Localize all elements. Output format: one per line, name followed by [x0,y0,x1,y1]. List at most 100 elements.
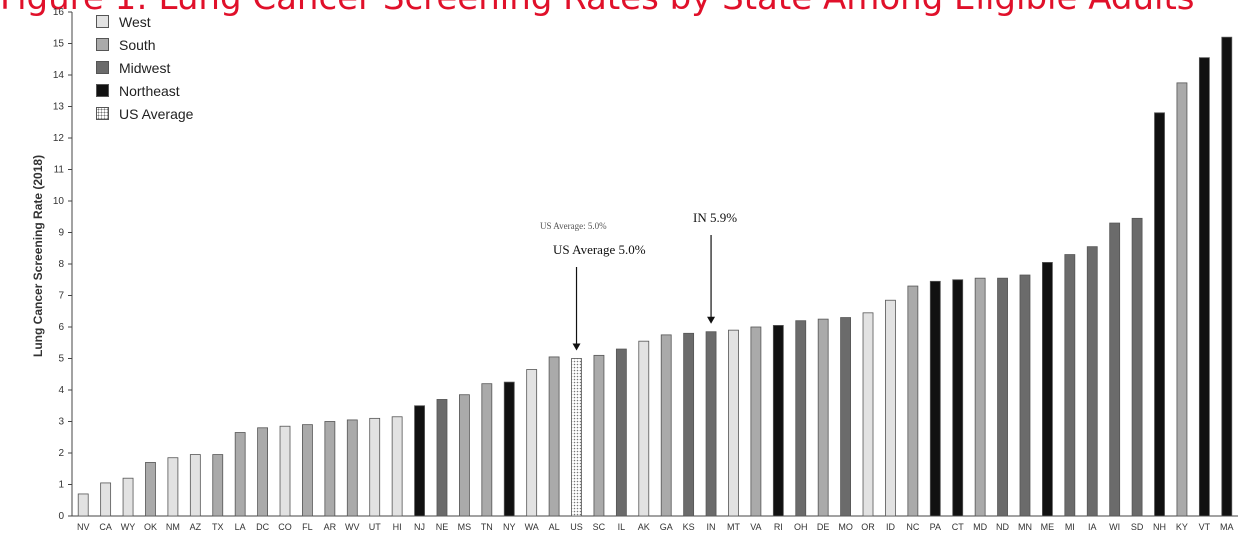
bar-oh [795,320,807,517]
bar-md [974,277,986,517]
bar-wy [122,477,134,517]
x-tick-label-mo: MO [838,522,853,532]
x-tick-label-ma: MA [1220,522,1234,532]
legend-swatch-midwest [96,61,109,74]
x-tick-label-nc: NC [906,522,919,532]
x-tick-label-mt: MT [727,522,740,532]
x-tick-label-az: AZ [190,522,202,532]
x-tick-label-wi: WI [1109,522,1120,532]
bar-fl [302,424,313,517]
legend-item-west: West [96,10,193,33]
x-tick-label-ak: AK [638,522,650,532]
y-tick-label-7: 7 [58,291,64,302]
x-tick-label-al: AL [549,522,560,532]
annotation-in: IN 5.9% [693,210,738,225]
y-tick-label-10: 10 [53,196,65,207]
legend-label-us-average: US Average [119,105,194,122]
bar-pa [929,280,941,517]
legend-swatch-northeast [96,84,109,97]
bar-ri [772,325,784,517]
x-tick-label-il: IL [618,522,626,532]
x-tick-label-de: DE [817,522,830,532]
bar-us [571,358,582,517]
bar-dc [257,427,268,517]
bar-nc [907,285,919,517]
x-tick-label-id: ID [886,522,896,532]
x-tick-label-me: ME [1041,522,1055,532]
legend-item-midwest: Midwest [96,56,193,79]
bar-in [705,331,717,517]
x-tick-label-mi: MI [1065,522,1075,532]
bar-ne [436,399,448,517]
x-tick-label-ne: NE [436,522,449,532]
x-tick-label-wa: WA [525,522,539,532]
y-tick-label-15: 15 [53,39,65,50]
x-tick-label-sc: SC [593,522,606,532]
y-tick-label-11: 11 [54,165,65,176]
legend-item-us-average: US Average [96,102,193,125]
bar-ia [1086,246,1098,517]
y-tick-label-0: 0 [58,511,64,522]
x-tick-label-pa: PA [930,522,941,532]
x-tick-label-wy: WY [121,522,136,532]
bar-mo [840,317,851,517]
x-tick-label-hi: HI [393,522,402,532]
x-tick-label-la: LA [235,522,246,532]
x-tick-label-nd: ND [996,522,1009,532]
x-tick-label-tn: TN [481,522,493,532]
bar-vt [1198,57,1210,517]
bar-mn [1019,274,1031,517]
annotation-us-average: US Average 5.0% [553,242,646,257]
bar-tn [481,383,493,517]
bar-nh [1154,112,1165,517]
legend-label-northeast: Northeast [119,82,180,99]
bar-me [1042,262,1053,517]
bar-az [189,454,201,517]
y-tick-label-4: 4 [58,385,64,396]
legend-swatch-west [96,15,109,28]
y-tick-label-16: 16 [53,7,65,18]
y-tick-label-13: 13 [53,102,65,113]
bar-al [548,356,560,517]
bar-nm [167,457,179,517]
bar-tx [212,454,224,517]
x-tick-label-ia: IA [1088,522,1097,532]
bar-va [750,326,762,517]
bar-nd [997,277,1008,517]
x-tick-label-ga: GA [660,522,673,532]
bar-ca [100,482,112,517]
x-tick-label-co: CO [278,522,292,532]
bar-ks [683,332,695,517]
x-tick-label-nv: NV [77,522,90,532]
legend-label-west: West [119,13,151,30]
legend-item-northeast: Northeast [96,79,193,102]
x-tick-label-ut: UT [369,522,381,532]
y-tick-label-12: 12 [53,133,65,144]
x-tick-label-va: VA [750,522,761,532]
legend-item-south: South [96,33,193,56]
y-tick-label-3: 3 [58,417,64,428]
legend-label-midwest: Midwest [119,59,171,76]
y-tick-label-8: 8 [58,259,64,270]
x-tick-label-wv: WV [345,522,360,532]
bar-ar [324,421,336,517]
bar-sc [593,354,605,517]
bar-nj [414,405,425,517]
bar-ma [1221,36,1233,517]
bar-wa [526,369,538,517]
x-tick-label-ky: KY [1176,522,1188,532]
bar-sd [1131,217,1143,517]
x-tick-label-or: OR [861,522,875,532]
bar-wv [346,419,358,517]
legend-swatch-south [96,38,109,51]
x-tick-label-oh: OH [794,522,808,532]
bar-ut [369,417,381,517]
bar-ms [459,394,470,517]
x-tick-label-dc: DC [256,522,269,532]
page-title: Figure 1: Lung Cancer Screening Rates by… [0,0,1195,18]
y-tick-label-5: 5 [58,354,64,365]
x-tick-label-ri: RI [774,522,783,532]
x-tick-label-sd: SD [1131,522,1144,532]
bar-co [279,425,291,517]
